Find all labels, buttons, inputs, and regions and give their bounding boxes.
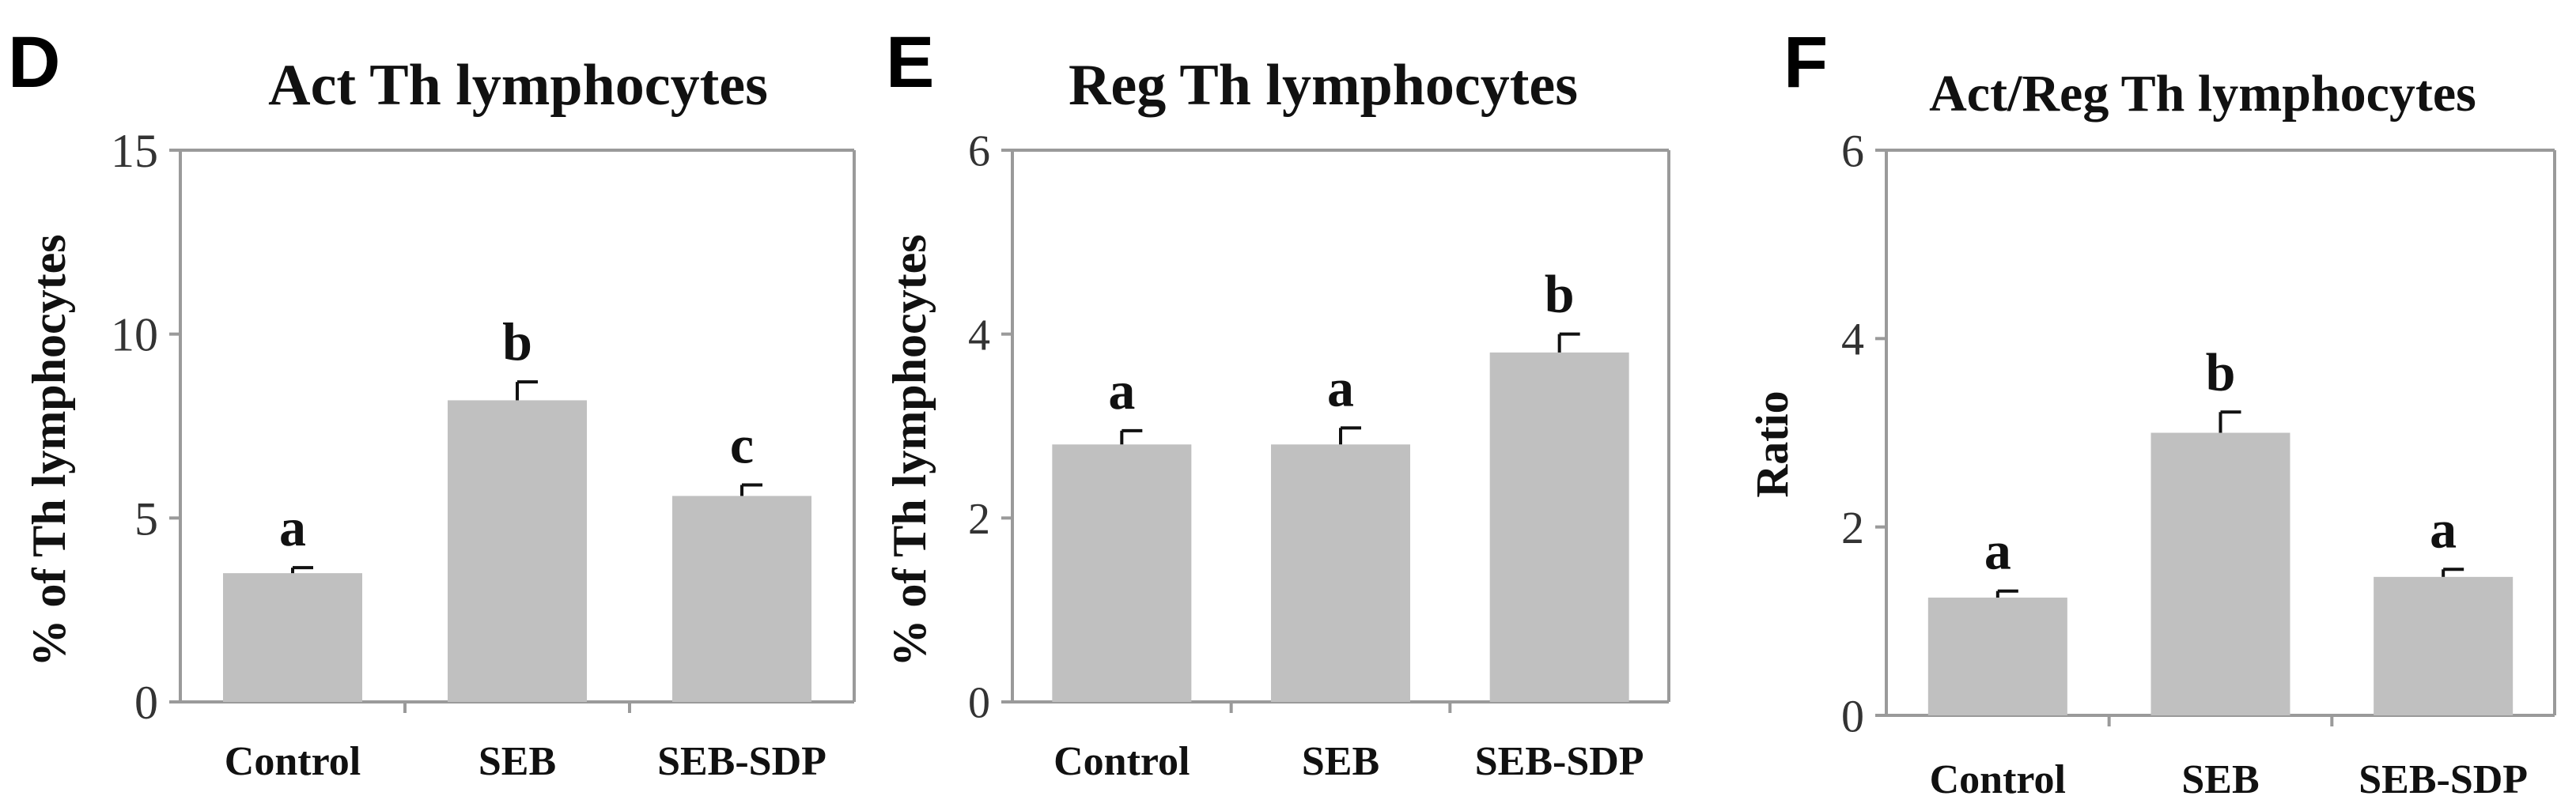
- significance-letter: b: [2206, 341, 2236, 402]
- x-tick-label: SEB: [1302, 739, 1379, 784]
- y-tick-label: 4: [968, 311, 990, 360]
- y-tick-label: 15: [111, 125, 158, 177]
- significance-letter: b: [502, 311, 532, 372]
- x-tick-label: SEB-SDP: [2358, 757, 2528, 802]
- x-tick-label: SEB-SDP: [657, 739, 827, 784]
- y-tick-label: 2: [1841, 502, 1864, 553]
- bar-seb-sdp: [2374, 576, 2514, 715]
- bar-seb: [1271, 444, 1410, 702]
- y-tick-label: 6: [968, 127, 990, 176]
- bar-seb-sdp: [672, 496, 811, 702]
- x-tick-label: Control: [1930, 757, 2066, 802]
- y-tick-label: 0: [1841, 690, 1864, 741]
- significance-letter: a: [1984, 521, 2011, 581]
- bar-seb-sdp: [1489, 352, 1629, 702]
- y-tick-label: 5: [134, 492, 158, 545]
- significance-letter: a: [1327, 357, 1354, 417]
- chart-panel-d: D Act Th lymphocytes % of Th lymphocytes…: [8, 22, 856, 784]
- chart-panel-f: F Act/Reg Th lymphocytes Ratio 0 2 4 6 a Con…: [1746, 22, 2556, 802]
- chart-panel-e: E Reg Th lymphocytes % of Th lymphocytes…: [883, 22, 1670, 784]
- x-tick-label: Control: [1053, 739, 1190, 784]
- bar-seb: [2150, 432, 2290, 715]
- chart-title: Reg Th lymphocytes: [1069, 53, 1578, 118]
- significance-letter: c: [730, 414, 754, 474]
- significance-letter: a: [1108, 360, 1135, 421]
- x-tick-label: Control: [225, 739, 361, 784]
- y-tick-label: 0: [134, 677, 158, 729]
- x-tick-label: SEB-SDP: [1475, 739, 1644, 784]
- chart-title: Act Th lymphocytes: [268, 53, 768, 118]
- significance-letter: b: [1545, 264, 1575, 324]
- panel-letter: F: [1784, 22, 1828, 103]
- significance-letter: a: [2430, 499, 2457, 559]
- bar-seb: [448, 400, 587, 702]
- y-tick-label: 2: [968, 495, 990, 544]
- y-axis-label: % of Th lymphocytes: [23, 234, 75, 666]
- y-tick-label: 10: [111, 309, 158, 361]
- bar-control: [1927, 598, 2067, 715]
- x-tick-label: SEB: [479, 739, 556, 784]
- y-axis-label: Ratio: [1746, 390, 1798, 497]
- bar-control: [223, 573, 362, 702]
- y-axis-label: % of Th lymphocytes: [883, 234, 936, 666]
- y-tick-label: 6: [1841, 125, 1864, 176]
- panel-letter: E: [886, 22, 934, 103]
- bar-control: [1052, 444, 1192, 702]
- significance-letter: a: [279, 497, 306, 557]
- x-tick-label: SEB: [2181, 757, 2259, 802]
- y-tick-label: 4: [1841, 314, 1864, 365]
- y-tick-label: 0: [968, 679, 990, 728]
- chart-title: Act/Reg Th lymphocytes: [1929, 65, 2476, 123]
- panel-letter: D: [8, 22, 60, 103]
